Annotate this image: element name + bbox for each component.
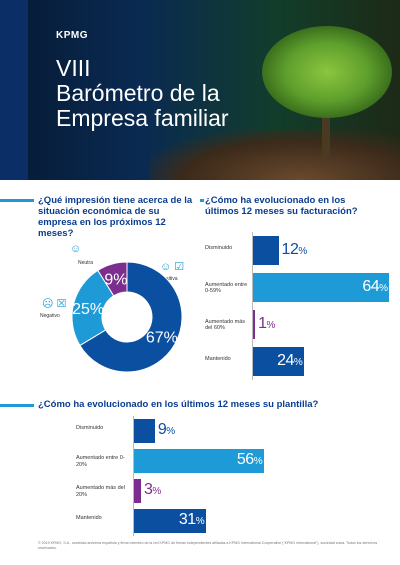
tree-trunk: [322, 88, 330, 158]
bar: [134, 419, 155, 443]
bar-category-label: Mantenido: [205, 355, 231, 362]
q1-label-negative: Negativo: [40, 313, 60, 319]
page-title: VIII Barómetro de la Empresa familiar: [56, 56, 229, 131]
bar-category-label: Disminuido: [205, 244, 233, 251]
bar-value-label: 12%: [281, 240, 308, 258]
donut-slice-3: [97, 261, 128, 297]
bar-axis: [133, 416, 134, 536]
smile-icon: ☺ ☑: [160, 261, 185, 273]
bar: [253, 310, 256, 339]
q2-accent-bar: [200, 199, 204, 202]
footer-legal: © 2019 KPMG, S.A., sociedad anónima espa…: [38, 541, 378, 550]
neutral-icon: ☺: [70, 243, 82, 255]
q3-title: ¿Cómo ha evolucionado en los últimos 12 …: [38, 399, 319, 410]
bar-value-label: 1%: [258, 314, 275, 332]
bar: [253, 347, 305, 376]
bar-value-label: 64%: [362, 277, 388, 295]
q3-accent-bar: [0, 404, 34, 407]
bar-value-label: 3%: [143, 481, 161, 498]
bar: [134, 479, 141, 503]
hero-banner: KPMG VIII Barómetro de la Empresa famili…: [0, 0, 400, 180]
title-line-3: Empresa familiar: [56, 105, 229, 131]
q2-title: ¿Cómo ha evolucionado en los últimos 12 …: [205, 195, 358, 217]
donut-slice-1: [79, 261, 183, 373]
kpmg-logo: KPMG: [56, 30, 88, 41]
bar: [253, 273, 390, 302]
bar-category-label: Aumentado entre 0-20%: [76, 455, 125, 468]
title-line-2: Barómetro de la: [56, 80, 220, 106]
bar-value-label: 56%: [236, 451, 263, 468]
bar-value-label: 31%: [178, 511, 205, 528]
bar-value-label: 9%: [157, 421, 175, 438]
donut-label-2: 25%: [72, 301, 104, 318]
bar-category-label: Aumentado más del 20%: [76, 485, 125, 498]
q1-label-positive: Positiva: [160, 276, 178, 282]
bar-category-label: Aumentado más del 60%: [205, 318, 246, 332]
bar: [134, 509, 206, 533]
donut-label-3: 9%: [104, 272, 127, 289]
hero-stripe: [0, 0, 28, 180]
bar: [253, 236, 279, 265]
sad-icon: ☹ ☒: [42, 298, 67, 310]
bar-category-label: Aumentado entre 0-59%: [205, 281, 248, 295]
bar-category-label: Disminuido: [76, 425, 104, 431]
bar: [134, 449, 264, 473]
title-line-1: VIII: [56, 55, 91, 81]
hero-soil: [150, 130, 400, 180]
donut-label-1: 67%: [146, 330, 178, 347]
q1-accent-bar: [0, 199, 34, 202]
bar-axis: [252, 232, 253, 380]
q1-donut-chart: 67% 25%9%: [71, 261, 183, 373]
tree-canopy: [262, 26, 392, 118]
q1-title: ¿Qué impresión tiene acerca de la situac…: [38, 195, 193, 239]
bar-value-label: 24%: [277, 351, 303, 369]
bar-category-label: Mantenido: [76, 515, 102, 521]
q1-label-neutral: Neutra: [78, 260, 94, 266]
